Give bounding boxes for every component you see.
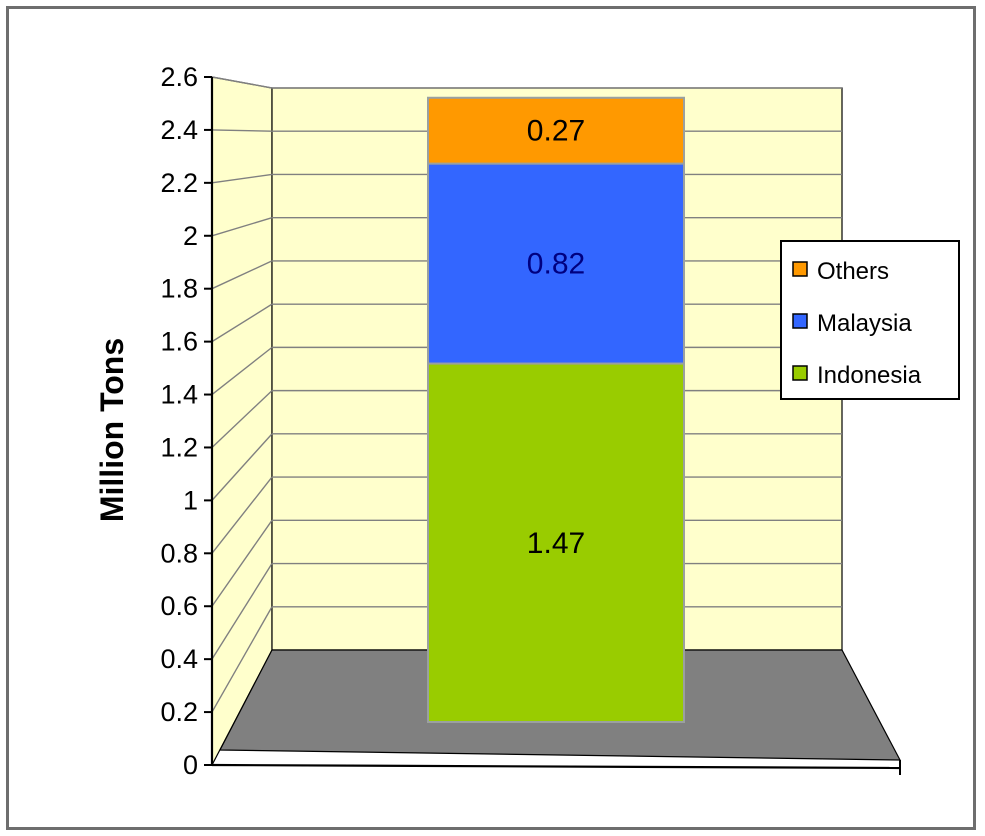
bar-stack bbox=[427, 96, 685, 723]
legend-entry-label: Malaysia bbox=[817, 310, 912, 337]
gridline-side bbox=[211, 606, 273, 713]
y-tick-label: 0 bbox=[183, 750, 198, 780]
legend-swatch bbox=[792, 313, 808, 329]
y-tick-label: 1 bbox=[183, 485, 198, 515]
y-tick-label: 0.2 bbox=[160, 697, 198, 727]
legend: Others Malaysia Indonesia bbox=[780, 240, 960, 400]
y-tick-label: 1.4 bbox=[160, 380, 198, 410]
gridline-side bbox=[211, 519, 273, 607]
y-tick-label: 1.8 bbox=[160, 274, 198, 304]
gridline-side bbox=[211, 217, 273, 237]
y-axis: 0 0.2 0.4 0.6 0.8 1 1.2 1.4 1.6 1.8 2 2.2 2.4 2.6 bbox=[160, 62, 901, 780]
y-tick-label: 2.2 bbox=[160, 168, 198, 198]
data-labels: 1.47 0.82 0.27 bbox=[527, 115, 585, 560]
bar-segment-indonesia bbox=[427, 362, 685, 723]
y-tick-label: 0.4 bbox=[160, 644, 198, 674]
y-tick-label: 2.6 bbox=[160, 62, 198, 92]
legend-entry-label: Indonesia bbox=[817, 362, 922, 389]
y-axis-title: Million Tons bbox=[94, 338, 130, 522]
gridline-side bbox=[211, 303, 273, 343]
x-axis-line bbox=[211, 763, 901, 770]
gridline-side bbox=[211, 563, 273, 660]
y-tick-label: 1.2 bbox=[160, 432, 198, 462]
gridline-side bbox=[211, 129, 273, 132]
bar-segment-others bbox=[427, 96, 685, 165]
legend-swatch bbox=[792, 261, 808, 277]
data-label-malaysia: 0.82 bbox=[527, 248, 585, 281]
data-label-others: 0.27 bbox=[527, 115, 585, 148]
legend-box bbox=[780, 240, 960, 400]
gridline-side bbox=[211, 260, 273, 290]
gridline-side bbox=[211, 173, 273, 184]
legend-entry-label: Others bbox=[817, 258, 889, 285]
gridline-side bbox=[211, 476, 273, 554]
y-tick-label: 0.8 bbox=[160, 538, 198, 568]
data-label-indonesia: 1.47 bbox=[527, 527, 585, 560]
y-tick-label: 2 bbox=[183, 221, 198, 251]
y-tick-label: 2.4 bbox=[160, 115, 198, 145]
legend-swatch bbox=[792, 365, 808, 381]
y-tick-label: 1.6 bbox=[160, 327, 198, 357]
gridline-side bbox=[211, 346, 273, 396]
side-wall bbox=[211, 76, 273, 766]
gridline-side bbox=[211, 390, 273, 448]
gridline-side bbox=[211, 433, 273, 501]
y-tick-label: 0.6 bbox=[160, 591, 198, 621]
gridline-side bbox=[211, 76, 273, 89]
